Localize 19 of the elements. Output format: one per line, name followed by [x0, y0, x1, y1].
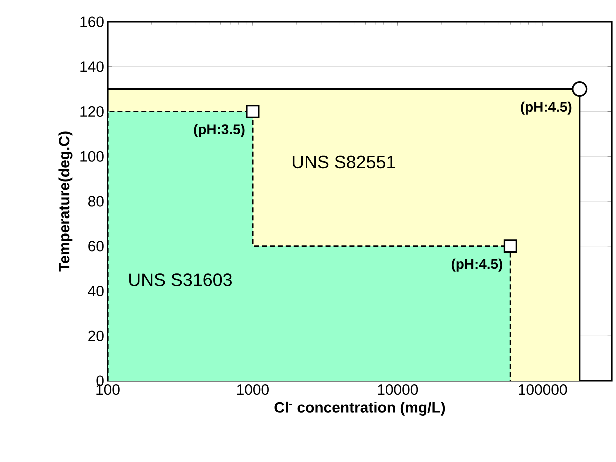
x-tick-label: 1000 [237, 384, 269, 396]
y-tick-label: 120 [80, 106, 104, 118]
x-tick-label: 100 [96, 384, 120, 396]
y-tick-label: 80 [88, 196, 104, 207]
x-tick-label: 100000 [519, 384, 568, 396]
x-axis-title: Cl$^{-}$ concentration (mg/L) [274, 402, 446, 416]
y-tick-label: 160 [80, 16, 104, 28]
y-tick-label: 60 [88, 241, 104, 252]
series-label: UNS S82551 [292, 156, 396, 169]
series-label: UNS S31603 [130, 274, 232, 286]
x-tick-label: 10000 [378, 384, 418, 396]
y-tick-label: 40 [88, 286, 104, 297]
annotation: (pH:4.5) [452, 258, 502, 272]
y-tick-label: 140 [80, 62, 104, 72]
annotation: (pH:3.5) [194, 124, 245, 138]
y-axis-title: Temperature(deg.C) [58, 132, 73, 272]
annotation: (pH:4.5) [521, 102, 572, 115]
y-tick-label: 20 [88, 330, 104, 342]
y-tick-label: 100 [80, 151, 104, 162]
